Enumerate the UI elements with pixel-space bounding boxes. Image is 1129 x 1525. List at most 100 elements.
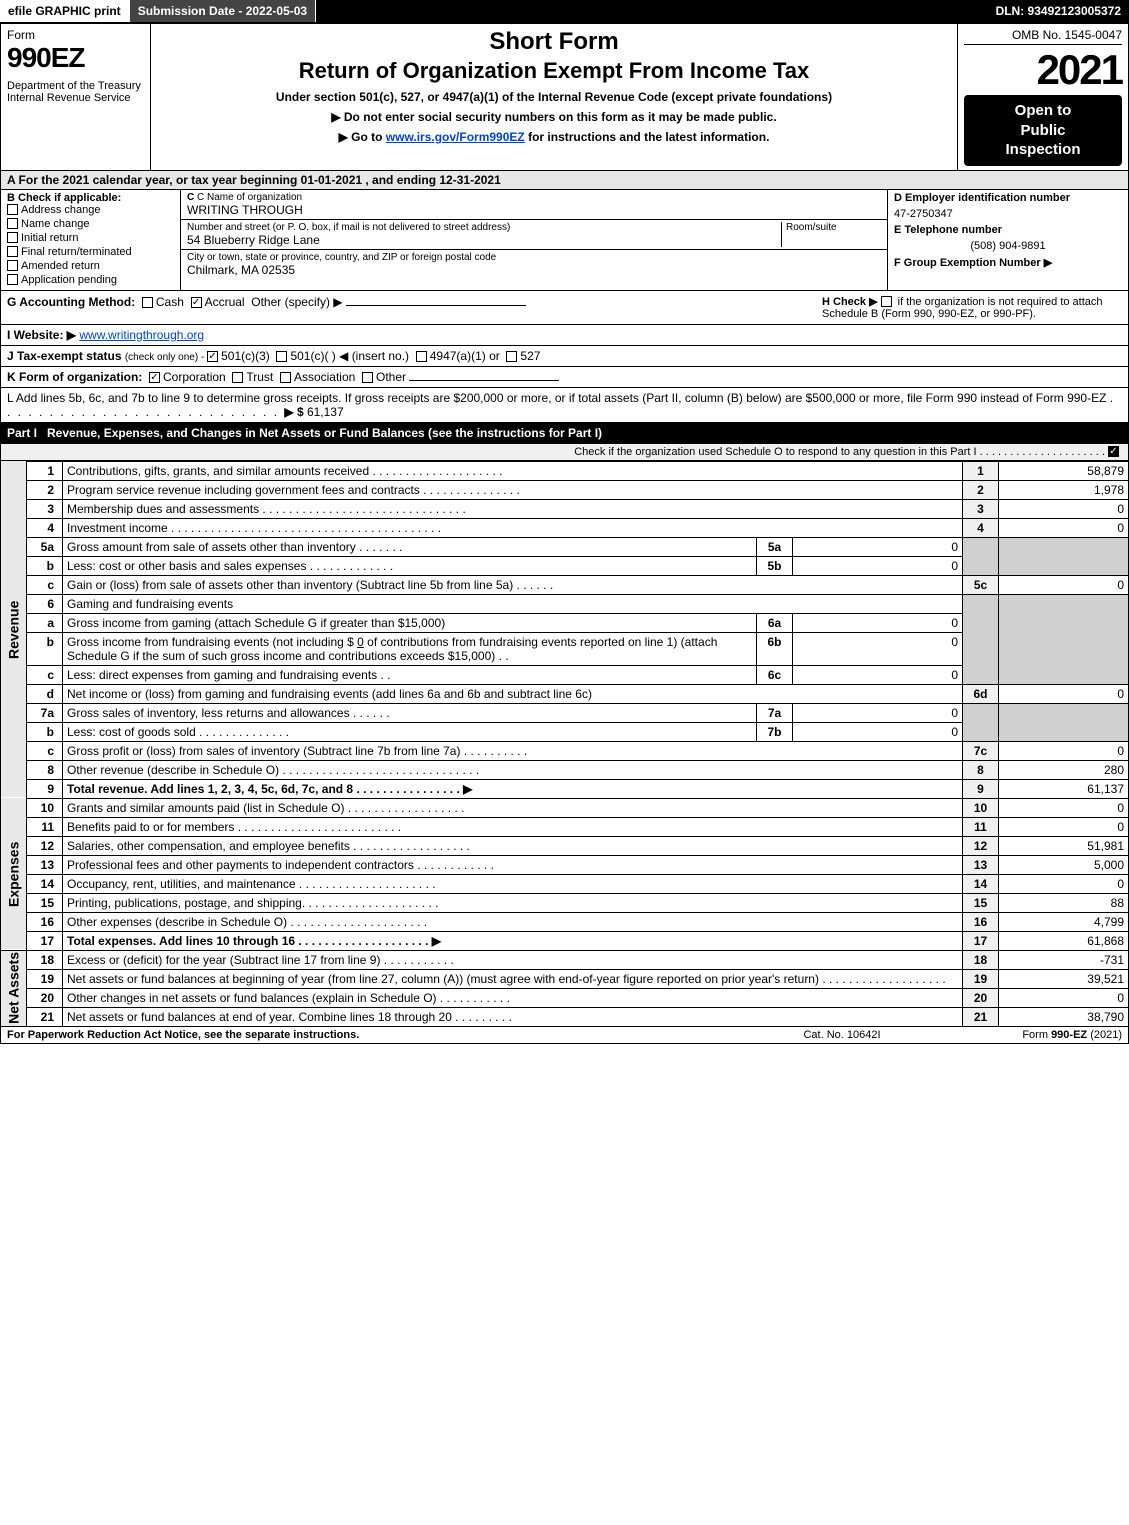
line-20-desc: Other changes in net assets or fund bala…: [63, 988, 963, 1007]
header-right: OMB No. 1545-0047 2021 Open to Public In…: [958, 24, 1128, 170]
line-8-desc: Other revenue (describe in Schedule O) .…: [63, 760, 963, 779]
goto-instructions: ▶ Go to www.irs.gov/Form990EZ for instru…: [159, 130, 949, 144]
line-12-box: 12: [963, 836, 999, 855]
line-16-amount: 4,799: [999, 912, 1129, 931]
topbar: efile GRAPHIC print Submission Date - 20…: [0, 0, 1129, 23]
line-7a-desc: Gross sales of inventory, less returns a…: [63, 703, 757, 722]
website-link[interactable]: www.writingthrough.org: [79, 328, 204, 342]
footer-left: For Paperwork Reduction Act Notice, see …: [7, 1029, 742, 1041]
line-8-no: 8: [27, 760, 63, 779]
line-8-amount: 280: [999, 760, 1129, 779]
part-1-subhead-text: Check if the organization used Schedule …: [574, 446, 1108, 458]
col-d-e-f: D Employer identification number 47-2750…: [888, 190, 1128, 290]
row-i-website: I Website: ▶ www.writingthrough.org: [0, 325, 1129, 346]
chk-other-org[interactable]: [362, 372, 373, 383]
lbl-association: Association: [294, 370, 355, 384]
city-label: City or town, state or province, country…: [187, 252, 881, 263]
line-8-box: 8: [963, 760, 999, 779]
line-5a-midbox: 5a: [757, 537, 793, 556]
line-6d-no: d: [27, 684, 63, 703]
chk-501c[interactable]: [276, 351, 287, 362]
col-c-org-info: C C Name of organization WRITING THROUGH…: [181, 190, 888, 290]
lbl-trust: Trust: [246, 370, 273, 384]
line-15-box: 15: [963, 893, 999, 912]
b-label: B Check if applicable:: [7, 192, 174, 204]
submission-date: Submission Date - 2022-05-03: [130, 0, 316, 22]
chk-address-change[interactable]: [7, 204, 18, 215]
line-6a-no: a: [27, 613, 63, 632]
line-14-desc: Occupancy, rent, utilities, and maintena…: [63, 874, 963, 893]
telephone: (508) 904-9891: [894, 240, 1122, 252]
line-2-no: 2: [27, 480, 63, 499]
line-7c-box: 7c: [963, 741, 999, 760]
line-15-desc: Printing, publications, postage, and shi…: [63, 893, 963, 912]
line-6c-no: c: [27, 665, 63, 684]
line-10-desc: Grants and similar amounts paid (list in…: [63, 798, 963, 817]
line-3-amount: 0: [999, 499, 1129, 518]
lbl-4947: 4947(a)(1) or: [430, 349, 500, 363]
part-1-title: Revenue, Expenses, and Changes in Net As…: [47, 426, 1122, 440]
line-6d-desc: Net income or (loss) from gaming and fun…: [63, 684, 963, 703]
row-l-gross-receipts: L Add lines 5b, 6c, and 7b to line 9 to …: [0, 388, 1129, 423]
netassets-section-label: Net Assets: [1, 950, 27, 1027]
line-1-box: 1: [963, 461, 999, 480]
line-5c-desc: Gain or (loss) from sale of assets other…: [63, 575, 963, 594]
chk-corporation[interactable]: [149, 372, 160, 383]
open-line1: Open to: [1015, 102, 1072, 119]
line-7c-no: c: [27, 741, 63, 760]
line-18-box: 18: [963, 950, 999, 969]
line-7a-midbox: 7a: [757, 703, 793, 722]
lbl-final-return: Final return/terminated: [21, 246, 132, 258]
chk-trust[interactable]: [232, 372, 243, 383]
d-label: D Employer identification number: [894, 192, 1070, 204]
chk-501c3[interactable]: [207, 351, 218, 362]
efile-print[interactable]: efile GRAPHIC print: [0, 0, 130, 22]
chk-accrual[interactable]: [191, 297, 202, 308]
lbl-corporation: Corporation: [163, 370, 226, 384]
line-2-desc: Program service revenue including govern…: [63, 480, 963, 499]
line-12-no: 12: [27, 836, 63, 855]
lbl-other-specify: Other (specify) ▶: [251, 295, 342, 309]
other-specify-line: [346, 305, 526, 306]
goto-pre: ▶ Go to: [339, 130, 386, 144]
line-11-box: 11: [963, 817, 999, 836]
room-suite-label: Room/suite: [786, 222, 881, 233]
irs-link[interactable]: www.irs.gov/Form990EZ: [386, 130, 525, 144]
section-b-through-f: B Check if applicable: Address change Na…: [0, 190, 1129, 291]
line-6-no: 6: [27, 594, 63, 613]
line-12-desc: Salaries, other compensation, and employ…: [63, 836, 963, 855]
line-6-shade: [963, 594, 999, 684]
line-21-box: 21: [963, 1008, 999, 1027]
line-7ab-shade: [963, 703, 999, 741]
line-9-desc-text: Total revenue. Add lines 1, 2, 3, 4, 5c,…: [67, 782, 472, 796]
tax-year: 2021: [964, 49, 1122, 91]
chk-association[interactable]: [280, 372, 291, 383]
form-number: 990EZ: [7, 42, 144, 74]
line-17-desc: Total expenses. Add lines 10 through 16 …: [63, 931, 963, 950]
revenue-section-label: Revenue: [1, 461, 27, 798]
chk-h[interactable]: [881, 296, 892, 307]
line-9-desc: Total revenue. Add lines 1, 2, 3, 4, 5c,…: [63, 779, 963, 798]
chk-4947[interactable]: [416, 351, 427, 362]
chk-application-pending[interactable]: [7, 274, 18, 285]
col-b-checkboxes: B Check if applicable: Address change Na…: [1, 190, 181, 290]
line-6-shade-amt: [999, 594, 1129, 684]
chk-amended-return[interactable]: [7, 260, 18, 271]
omb-number: OMB No. 1545-0047: [964, 28, 1122, 45]
chk-527[interactable]: [506, 351, 517, 362]
lbl-initial-return: Initial return: [21, 232, 78, 244]
part-1-schedule-o-check[interactable]: [1108, 446, 1119, 457]
line-6b-amt-inline: 0: [357, 635, 364, 649]
chk-initial-return[interactable]: [7, 232, 18, 243]
line-16-no: 16: [27, 912, 63, 931]
line-6b-desc: Gross income from fundraising events (no…: [63, 632, 757, 665]
line-4-desc: Investment income . . . . . . . . . . . …: [63, 518, 963, 537]
line-20-amount: 0: [999, 988, 1129, 1007]
chk-cash[interactable]: [142, 297, 153, 308]
form-header: Form 990EZ Department of the Treasury In…: [0, 23, 1129, 171]
chk-final-return[interactable]: [7, 246, 18, 257]
line-14-box: 14: [963, 874, 999, 893]
lbl-527: 527: [520, 349, 540, 363]
form-word: Form: [7, 28, 144, 42]
chk-name-change[interactable]: [7, 218, 18, 229]
